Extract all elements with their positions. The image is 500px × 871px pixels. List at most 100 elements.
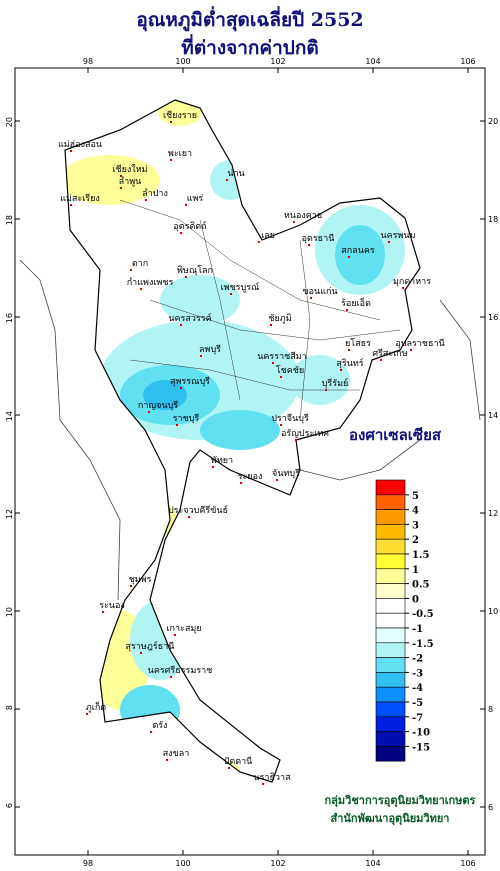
station-dot [170,121,172,123]
legend-swatch [375,672,406,688]
place-label: พิษณุโลก [177,265,213,276]
station-dot [180,324,182,326]
place-label: นครสวรรค์ [168,312,211,324]
lat-tick-label: 8 [488,705,493,714]
place-label: กาญจนบุรี [138,400,178,411]
legend-label: 1 [412,565,419,576]
legend-label: -7 [412,713,423,724]
place-label: สุราษฎร์ธานี [126,640,175,652]
place-label: นครศรีธรรมราช [148,665,213,676]
legend-label: -2 [412,654,423,665]
station-dot [272,362,274,364]
station-dot [228,767,230,769]
place-label: สุรินทร์ [336,357,363,369]
place-label: สกลนคร [341,246,375,256]
place-label: เพชรบูรณ์ [221,281,260,293]
legend-label: -3 [412,668,423,679]
place-label: อรัญประเทศ [281,429,329,439]
place-label: พะเยา [168,149,192,159]
legend-label: 5 [412,491,419,502]
legend-swatch [375,598,406,614]
place-label: ตาก [132,259,148,269]
station-dot [200,355,202,357]
lon-tick-label: 98 [83,57,93,66]
lat-tick-label: 12 [488,509,498,518]
station-dot [70,150,72,152]
place-label: ลพบุรี [199,344,221,355]
legend-swatch [375,642,406,658]
place-label: หนองคาย [284,211,322,221]
legend-label: 0.5 [412,580,429,591]
legend-label: -1.5 [412,639,434,650]
place-label: ระยอง [238,472,263,482]
lon-tick-label: 104 [365,57,380,66]
station-dot [240,482,242,484]
place-label: ราชบุรี [173,413,200,424]
station-dot [188,516,190,518]
place-label: แม่ฮ่องสอน [58,140,102,150]
lat-tick-label: 12 [5,509,14,519]
lon-tick-label: 100 [175,859,190,868]
lat-tick-label: 10 [5,607,14,617]
station-dot [130,269,132,271]
place-label: น่าน [227,169,244,179]
station-dot [295,439,297,441]
lat-tick-label: 16 [5,313,14,323]
station-dot [130,585,132,587]
place-label: เชียงใหม่ [112,164,147,175]
station-dot [310,297,312,299]
legend-swatch [375,701,406,718]
legend-swatch [375,657,406,673]
station-dot [102,611,104,613]
station-dot [170,676,172,678]
station-dot [340,369,342,371]
legend-swatch [375,524,406,540]
credit-line: กลุ่มวิชาการอุตุนิยมวิทยาเกษตร [325,794,476,808]
lat-tick-label: 6 [5,803,14,808]
station-dot [120,175,122,177]
lat-tick-label: 14 [5,411,14,421]
station-dot [258,241,260,243]
place-label: สุพรรณบุรี [170,376,210,387]
legend-swatch [375,731,406,747]
place-label: ลำพูน [119,176,142,187]
place-label: จันทบุรี [272,468,300,479]
station-dot [270,324,272,326]
legend-label: 1.5 [412,550,429,561]
place-label: ชุมพร [129,575,152,585]
place-label: ประจวบคีรีขันธ์ [168,504,228,516]
lon-tick-label: 104 [365,859,380,868]
station-dot [230,293,232,295]
station-dot [176,424,178,426]
credit-line: สำนักพัฒนาอุตุนิยมวิทยา [331,812,450,826]
place-label: แพร่ [187,194,204,204]
station-dot [212,466,214,468]
lon-tick-label: 102 [270,859,285,868]
station-dot [348,349,350,351]
legend-label: -4 [412,683,423,694]
anomaly-field [65,100,420,782]
place-label: นครราชสีมา [257,351,306,362]
place-label: ปัตตานี [224,756,253,767]
lon-tick-label: 100 [175,57,190,66]
place-label: ระนอง [99,601,125,611]
legend-swatch [375,583,406,599]
station-dot [348,256,350,258]
station-dot [293,221,295,223]
legend-label: -1 [412,624,423,635]
lat-tick-label: 14 [488,411,498,420]
legend-label: -10 [412,728,430,739]
lon-tick-label: 98 [83,859,93,868]
station-dot [148,411,150,413]
legend-label: 4 [412,506,419,517]
station-dot [86,713,88,715]
station-dot [410,349,412,351]
legend-label: -15 [412,742,430,753]
lat-tick-label: 18 [488,215,498,224]
legend-swatch [375,612,406,629]
legend-swatch [375,716,406,732]
place-label: อุดรธานี [302,233,335,244]
legend-swatch [375,746,406,762]
place-label: นราธิวาส [253,772,291,783]
